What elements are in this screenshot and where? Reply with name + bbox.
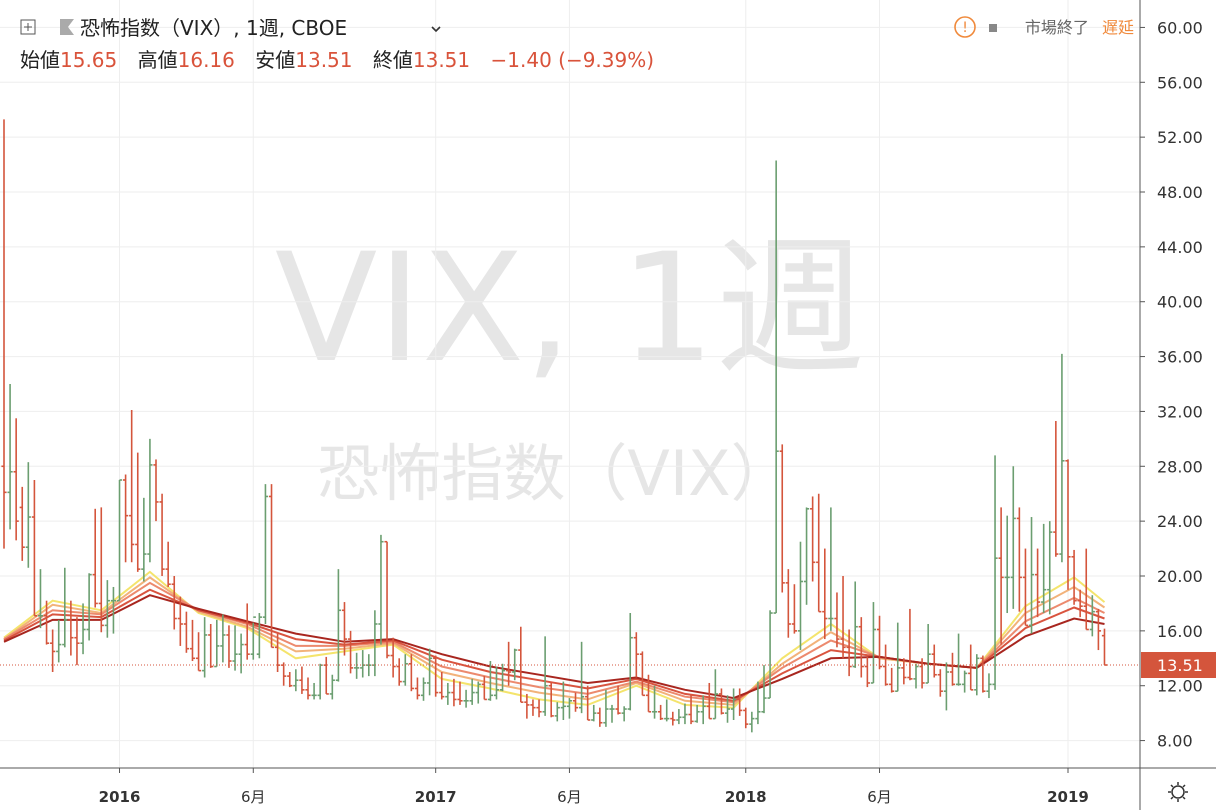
alert-mark: ! [962,20,968,36]
y-tick-label: 12.00 [1157,677,1203,696]
expand-icon-plus [24,23,32,31]
moving-average [3,594,1105,700]
market-status: 市場終了 遅延 [1025,14,1134,38]
y-tick-label: 56.00 [1157,73,1203,92]
y-tick-label: 20.00 [1157,567,1203,586]
low-label: 安値 [255,48,296,72]
watermark-title: VIX, 1週 [275,222,865,396]
x-tick-label: 6月 [557,788,582,806]
moving-average [3,570,1106,709]
high-value: 16.16 [177,48,235,72]
legend-header: 恐怖指数（VIX）, 1週, CBOE 始値15.65 高値16.16 安値13… [20,12,668,76]
axes: 8.00 12.00 16.00 20.00 24.00 28.00 32.00 36.00 4… [0,18,1216,806]
settings-icon-rays [1168,782,1188,802]
x-tick-label: 2017 [415,788,457,806]
symbol-title[interactable]: 恐怖指数（VIX）, 1週, CBOE [80,16,348,40]
y-tick-label: 60.00 [1157,18,1203,37]
symbol-flag [60,19,74,35]
y-tick-label: 40.00 [1157,293,1203,312]
x-tick-label: 6月 [241,788,266,806]
settings-icon[interactable] [1168,782,1188,802]
symbol-chevron[interactable] [431,26,441,33]
last-price-box [1141,652,1216,679]
status-text: 市場終了 [1024,18,1089,37]
y-tick-label: 32.00 [1157,402,1203,421]
y-tick-label: 52.00 [1157,128,1203,147]
ma-ribbon [3,570,1106,709]
status-dot [989,24,997,32]
y-tick-label: 48.00 [1157,183,1203,202]
expand-icon[interactable] [20,19,36,35]
close-label: 終値 [372,48,413,72]
open-label: 始値 [20,48,60,72]
moving-average [3,588,1105,702]
change-value: −1.40 (−9.39%) [490,48,655,72]
toolbar-icons: ! [20,16,997,38]
ohlc-values: 始値15.65 高値16.16 安値13.51 終値13.51 −1.40 (−… [20,44,668,76]
y-tick-label: 16.00 [1157,622,1203,641]
ohlc-bars [1,119,1108,733]
y-tick-label: 28.00 [1157,457,1203,476]
high-label: 高値 [137,48,178,72]
close-value: 13.51 [412,48,471,72]
x-tick-label: 6月 [867,788,892,806]
last-price-label: 13.51 [1157,656,1203,675]
y-tick-label: 8.00 [1157,732,1193,751]
x-tick-label: 2019 [1047,788,1089,806]
delay-text[interactable]: 遅延 [1101,18,1134,37]
x-tick-label: 2016 [99,788,141,806]
settings-icon-ring [1171,785,1185,799]
open-value: 15.65 [60,48,118,72]
y-tick-label: 36.00 [1157,348,1203,367]
x-tick-label: 2018 [725,788,767,806]
low-value: 13.51 [295,48,353,72]
watermark-subtitle: 恐怖指数（VIX） [317,437,792,510]
alert-icon[interactable] [954,16,976,38]
y-tick-label: 44.00 [1157,238,1203,257]
y-tick-label: 24.00 [1157,512,1203,531]
